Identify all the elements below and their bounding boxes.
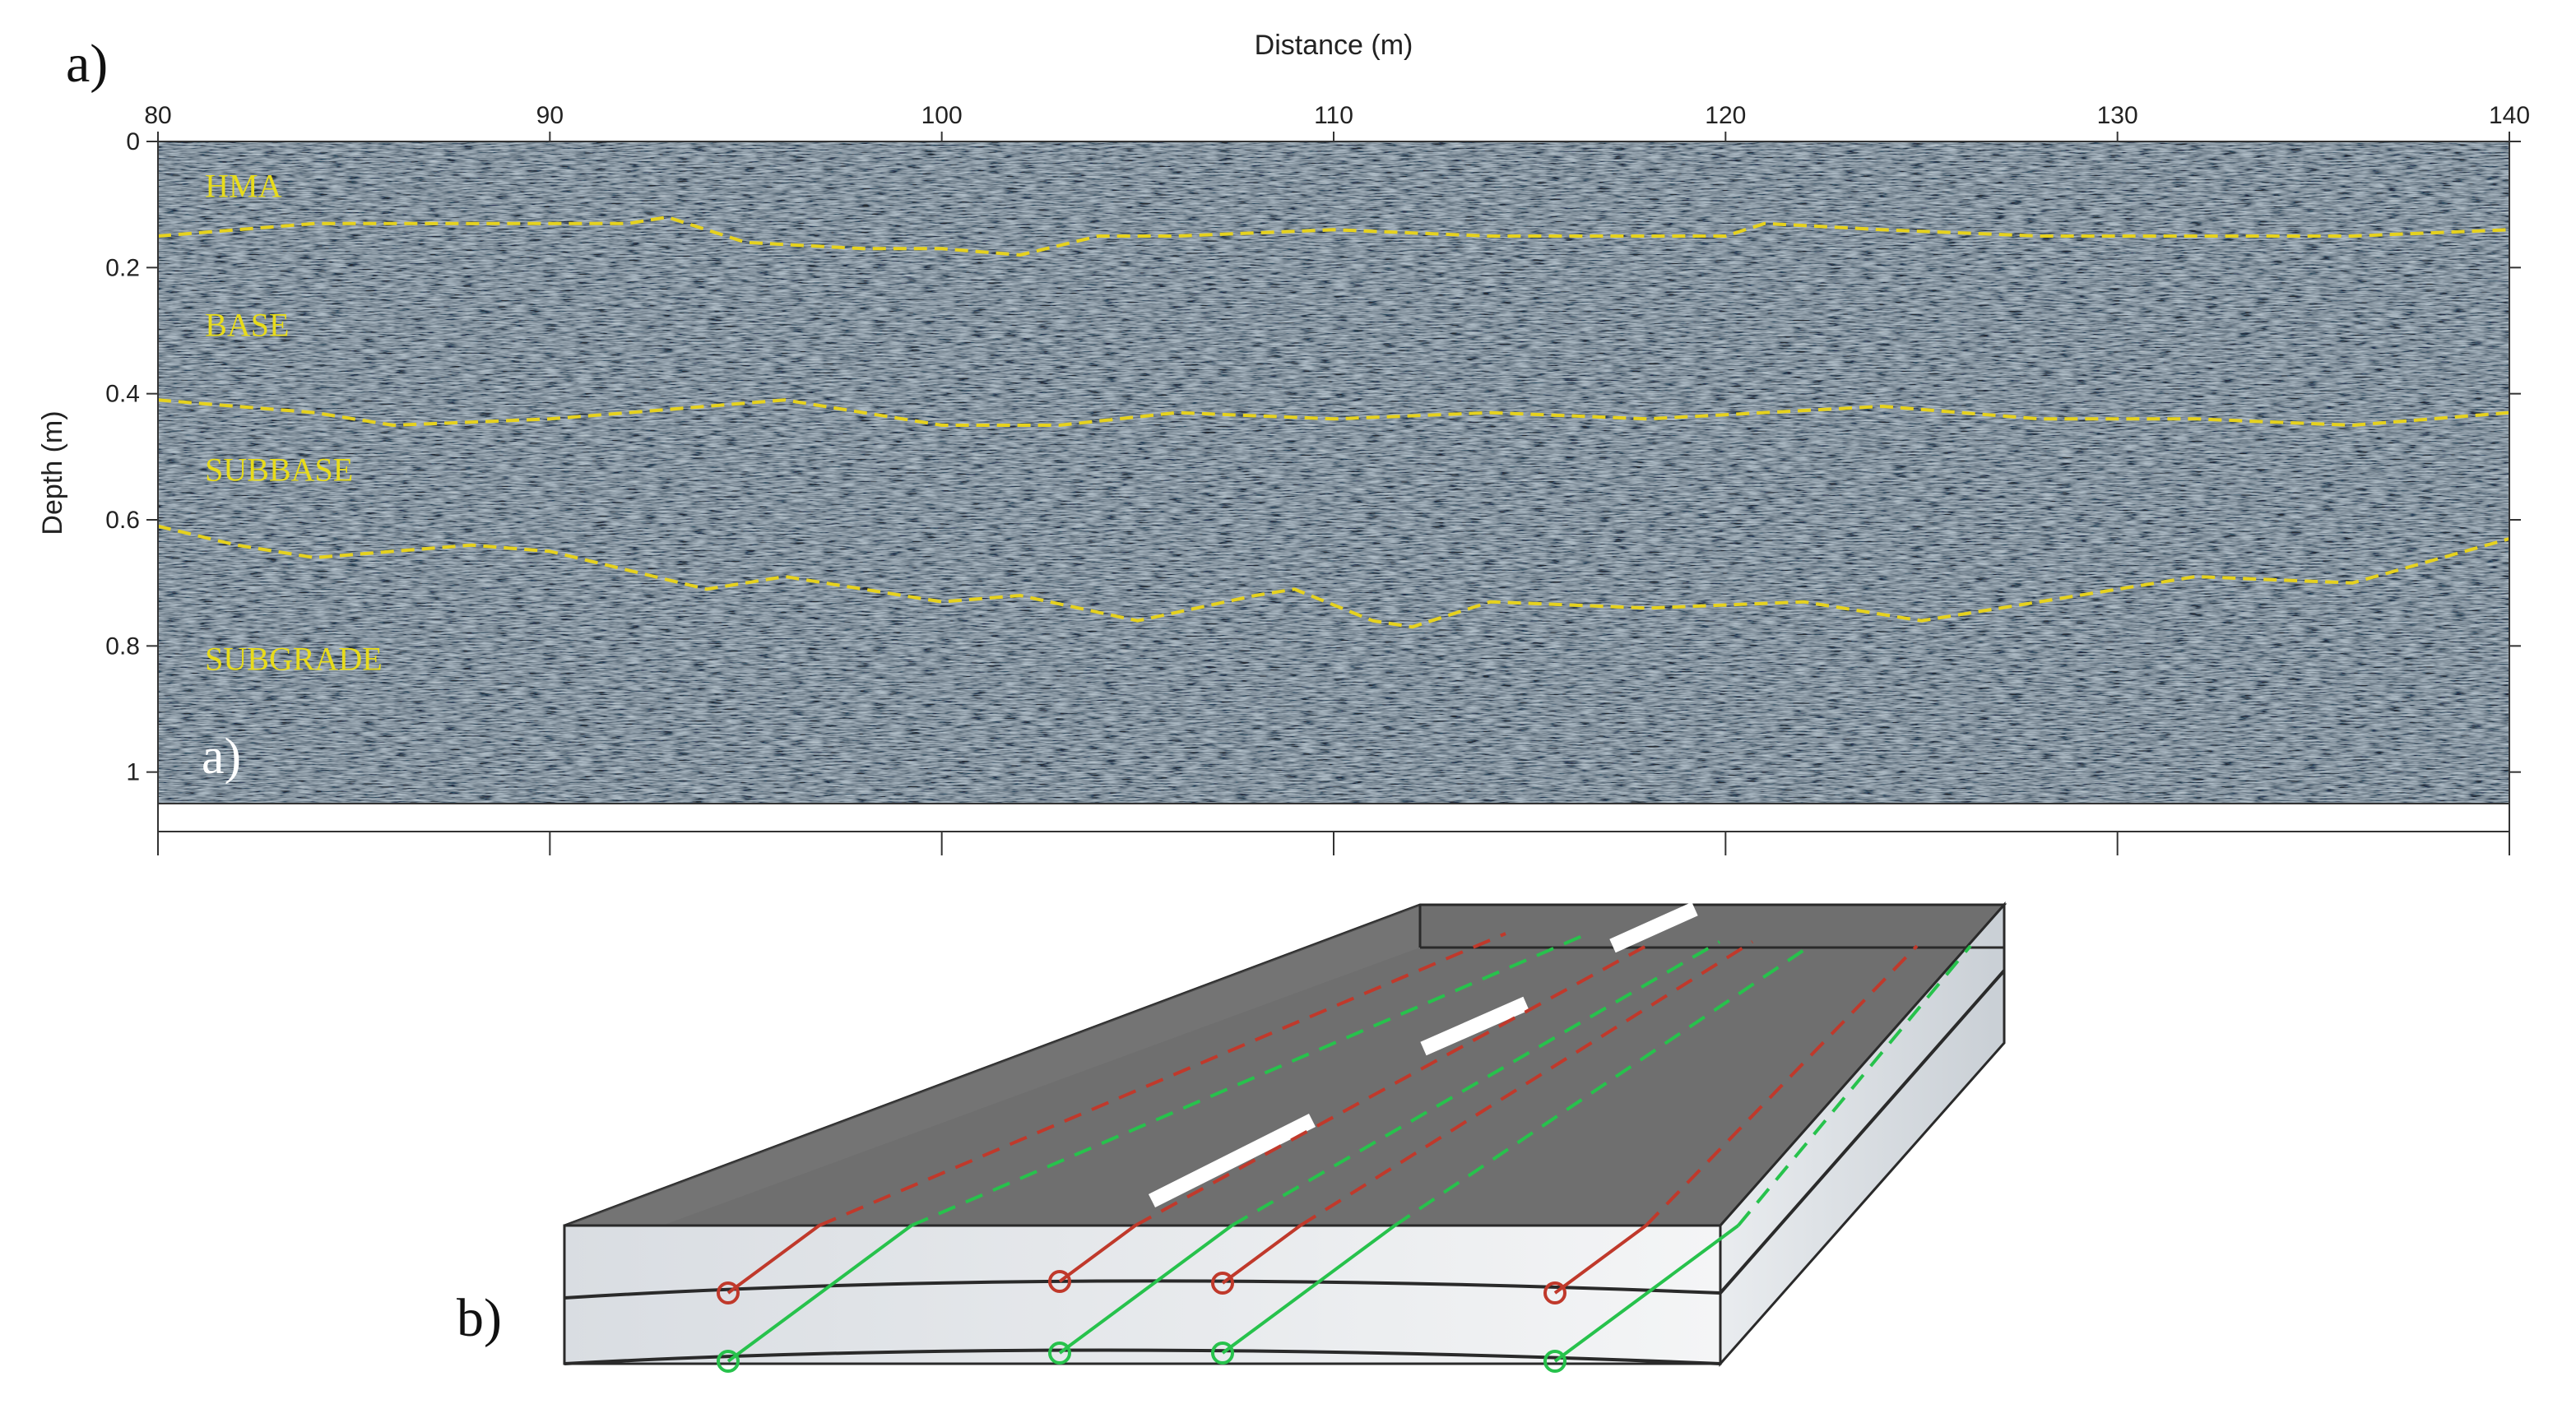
scan-line-dashed xyxy=(1231,940,1721,1227)
interface-line-3 xyxy=(157,524,2510,629)
scan-line-front xyxy=(1221,1224,1302,1285)
scan-line-dashed xyxy=(1394,944,1812,1227)
lane-marking xyxy=(1148,1113,1316,1208)
end-layer-interface xyxy=(1719,969,2006,1295)
x-tick-label: 140 xyxy=(2489,102,2530,129)
layer-label: SUBBASE xyxy=(205,452,353,489)
scan-line-front xyxy=(1553,1224,1647,1295)
panel-a: HMA BASE SUBBASE SUBGRADE a) 80 90 100 110 120 1… xyxy=(37,30,2530,855)
scan-line-dashed xyxy=(910,932,1589,1227)
radar-texture xyxy=(158,141,2509,804)
layer-labels: HMA BASE SUBBASE SUBGRADE xyxy=(205,168,383,678)
scan-line-front xyxy=(1058,1224,1233,1355)
scan-line-front xyxy=(726,1224,820,1295)
x-tick-label: 90 xyxy=(536,102,564,129)
interface-line-2 xyxy=(157,398,2510,427)
scan-point-marker xyxy=(1543,1281,1566,1304)
y-tick-label: 0.6 xyxy=(105,507,140,534)
gpr-scan-lines xyxy=(717,932,1972,1373)
x-tick-label: 110 xyxy=(1314,102,1353,129)
y-tick-label: 1 xyxy=(126,759,140,786)
y-axis-ticks: 0 0.2 0.4 0.6 0.8 1 xyxy=(105,128,2521,786)
panel-label-b: b) xyxy=(457,1288,502,1348)
x-tick-label: 130 xyxy=(2097,102,2138,129)
bottom-axis-strip xyxy=(157,803,2510,832)
y-tick-label: 0.8 xyxy=(105,633,140,660)
scan-line-dashed xyxy=(1737,944,1972,1227)
road-left-edge-shade xyxy=(564,905,1420,1258)
layer-label: HMA xyxy=(205,168,281,205)
panel-label-a-inner: a) xyxy=(202,729,241,785)
lane-markings xyxy=(1148,901,1698,1208)
scan-point-marker xyxy=(717,1350,740,1373)
panel-label-a: a) xyxy=(66,34,109,94)
scan-point-marker xyxy=(1048,1342,1071,1365)
scan-point-marker xyxy=(717,1281,740,1304)
scan-line-front xyxy=(1058,1224,1136,1283)
scan-point-marker xyxy=(1211,1272,1234,1295)
scan-line-dashed xyxy=(1134,940,1655,1227)
lane-marking xyxy=(1609,901,1698,953)
scan-line-dashed xyxy=(1299,940,1754,1227)
layer-label: BASE xyxy=(205,306,289,343)
scan-line-front xyxy=(1221,1224,1396,1355)
scan-point-marker xyxy=(1048,1270,1071,1293)
y-tick-label: 0.4 xyxy=(105,381,140,408)
scan-point-marker xyxy=(1211,1342,1234,1365)
interface-lines xyxy=(157,215,2510,629)
y-tick-label: 0.2 xyxy=(105,254,140,281)
scan-line-front xyxy=(726,1224,912,1363)
y-tick-label: 0 xyxy=(126,128,140,155)
x-tick-label: 120 xyxy=(1705,102,1746,129)
scan-line-dashed xyxy=(1645,944,1919,1227)
x-axis-ticks: 80 90 100 110 120 130 140 xyxy=(144,102,2530,855)
scan-line-dashed xyxy=(818,932,1506,1227)
x-tick-label: 100 xyxy=(921,102,963,129)
pavement-3d-diagram xyxy=(563,901,2007,1373)
lane-marking xyxy=(1420,996,1529,1056)
layer-label: SUBGRADE xyxy=(205,641,383,678)
x-axis-title: Distance (m) xyxy=(1255,30,1413,61)
scan-point-marker xyxy=(1543,1350,1566,1373)
x-tick-label: 80 xyxy=(144,102,171,129)
scan-line-front xyxy=(1553,1224,1739,1363)
interface-line-1 xyxy=(157,215,2510,257)
y-axis-title: Depth (m) xyxy=(37,410,68,535)
